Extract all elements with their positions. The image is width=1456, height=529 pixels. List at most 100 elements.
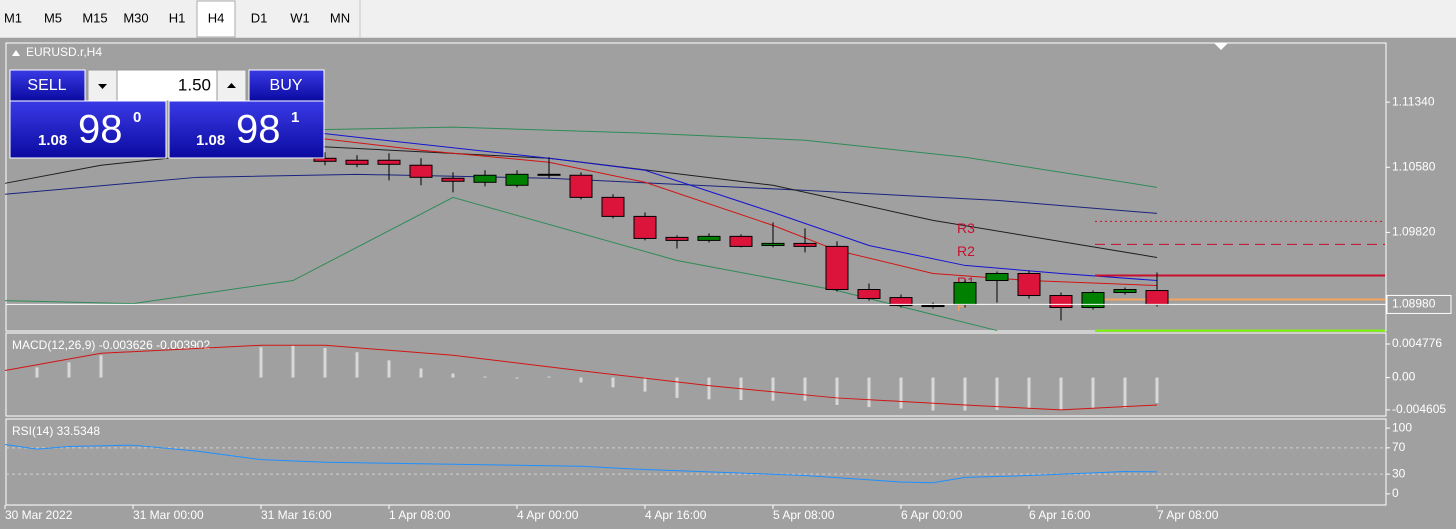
candle-body xyxy=(441,177,465,182)
candle-body xyxy=(953,281,977,306)
shift-marker xyxy=(1214,43,1228,50)
x-tick-label: 1 Apr 08:00 xyxy=(389,508,451,522)
timeframe-button[interactable]: M1 xyxy=(4,10,22,25)
timeframe-button[interactable]: H1 xyxy=(169,10,186,25)
macd-title: MACD(12,26,9) -0.003626 -0.003902 xyxy=(12,338,210,352)
candle-body xyxy=(1049,295,1073,309)
macd-bar xyxy=(995,377,999,410)
buy-label[interactable]: BUY xyxy=(270,77,303,94)
candle-body xyxy=(1145,290,1169,306)
macd-bar xyxy=(867,377,871,408)
candle-body xyxy=(345,159,369,165)
buy-main: 98 xyxy=(236,108,281,152)
macd-bar xyxy=(1059,377,1063,410)
macd-bar xyxy=(419,368,423,378)
macd-bar xyxy=(803,377,807,401)
sell-sup: 0 xyxy=(133,109,141,126)
macd-bar xyxy=(643,377,647,392)
macd-bar xyxy=(1155,377,1159,404)
rsi-line xyxy=(4,444,1158,484)
y-tick-label: 30 xyxy=(1392,466,1406,480)
candle-body xyxy=(537,173,561,176)
title-arrow xyxy=(12,50,20,56)
current-price-label: 1.08980 xyxy=(1392,297,1436,311)
timeframe-button[interactable]: H4 xyxy=(208,10,225,25)
toolbar xyxy=(0,0,1456,38)
timeframe-button[interactable]: W1 xyxy=(290,10,310,25)
y-tick-label: 0 xyxy=(1392,486,1399,500)
y-tick-label: 1.11340 xyxy=(1392,94,1435,108)
macd-bar xyxy=(291,345,295,378)
x-tick-label: 31 Mar 16:00 xyxy=(261,508,332,522)
sell-prefix: 1.08 xyxy=(38,132,67,149)
pivot-label: R3 xyxy=(957,220,975,236)
moving-average xyxy=(292,129,1158,282)
x-tick-label: 4 Apr 16:00 xyxy=(645,508,707,522)
macd-bar xyxy=(1123,377,1127,408)
sell-label[interactable]: SELL xyxy=(27,77,66,94)
x-tick-label: 6 Apr 16:00 xyxy=(1029,508,1091,522)
x-tick-label: 6 Apr 00:00 xyxy=(901,508,963,522)
macd-bar xyxy=(675,377,679,398)
volume-input[interactable] xyxy=(116,69,218,102)
timeframe-button[interactable]: M30 xyxy=(123,10,148,25)
volume[interactable]: 1.50 xyxy=(178,75,211,94)
signal-line xyxy=(4,344,1158,411)
timeframe-button[interactable]: M15 xyxy=(82,10,107,25)
candle-body xyxy=(601,196,625,217)
x-tick-label: 7 Apr 08:00 xyxy=(1157,508,1219,522)
main-panel xyxy=(5,42,1387,332)
macd-panel xyxy=(5,332,1387,417)
pivot-label: P xyxy=(957,298,966,314)
buy-price-box[interactable] xyxy=(168,100,325,159)
timeframe-button[interactable]: M5 xyxy=(44,10,62,25)
sell-price-box[interactable] xyxy=(9,100,167,159)
buy-button[interactable] xyxy=(248,69,325,102)
candle-body xyxy=(313,157,337,162)
x-tick-label: 30 Mar 2022 xyxy=(5,508,73,522)
selected-timeframe[interactable] xyxy=(196,0,236,38)
candle-body xyxy=(665,236,689,241)
macd-bar xyxy=(1091,377,1095,409)
trade-panel: SELL 1.50 BUY 1.08 98 0 1.08 98 1 xyxy=(9,69,325,159)
y-tick-label: 70 xyxy=(1392,440,1406,454)
candle-body xyxy=(857,289,881,300)
down-arrow xyxy=(98,84,107,89)
timeframe-button[interactable]: D1 xyxy=(251,10,268,25)
candle-body xyxy=(1113,289,1137,294)
y-tick-label: 0.004776 xyxy=(1392,336,1442,350)
candle-body xyxy=(633,215,657,239)
macd-bar xyxy=(99,355,103,378)
candle-body xyxy=(825,245,849,291)
current-price-box xyxy=(1386,294,1452,314)
candle-body xyxy=(697,235,721,241)
macd-bar xyxy=(835,377,839,405)
pivot-label: R2 xyxy=(957,243,975,259)
candle-body xyxy=(761,242,785,246)
y-tick-label: 1.09820 xyxy=(1392,225,1436,239)
y-tick-label: -0.004605 xyxy=(1392,402,1446,416)
x-tick-label: 31 Mar 00:00 xyxy=(133,508,204,522)
candle-body xyxy=(921,305,945,308)
candle-body xyxy=(985,272,1009,282)
macd-bar xyxy=(579,377,583,383)
candle-body xyxy=(409,164,433,178)
macd-bar xyxy=(355,352,359,378)
chart-title: EURUSD.r,H4 xyxy=(26,45,102,59)
moving-average xyxy=(292,126,1158,188)
y-tick-label: 100 xyxy=(1392,420,1412,434)
candle-body xyxy=(473,174,497,183)
macd-bar xyxy=(35,367,39,378)
macd-bar xyxy=(611,377,615,388)
y-tick-label: 0.00 xyxy=(1392,370,1416,384)
x-tick-label: 4 Apr 00:00 xyxy=(517,508,579,522)
timeframe-button[interactable]: MN xyxy=(330,10,350,25)
macd-bar xyxy=(323,348,327,378)
macd-bar xyxy=(899,377,903,409)
macd-bar xyxy=(387,360,391,378)
candle-body xyxy=(569,174,593,198)
y-tick-label: 1.10580 xyxy=(1392,159,1436,173)
candle-body xyxy=(505,173,529,186)
